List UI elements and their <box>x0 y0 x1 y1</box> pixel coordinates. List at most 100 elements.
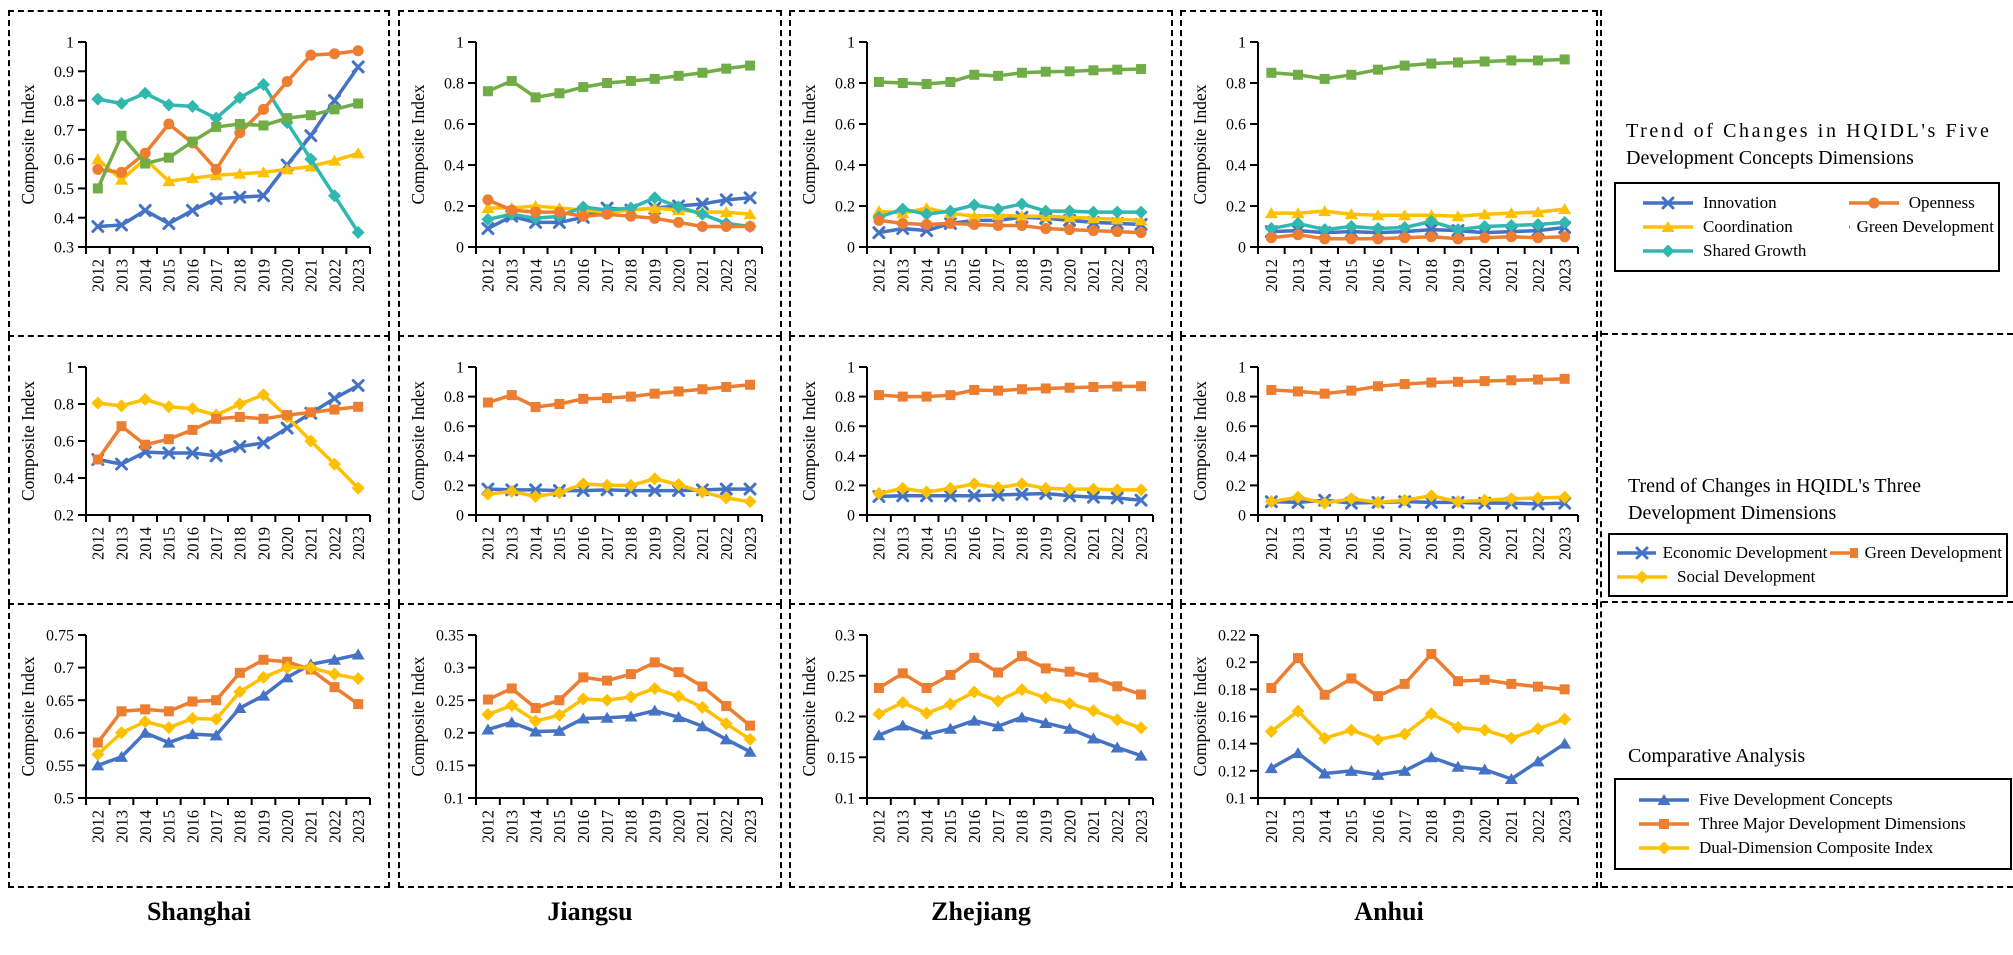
y-tick-label: 0 <box>456 240 464 257</box>
y-tick-label: 0.14 <box>1218 736 1246 753</box>
series-line <box>486 383 752 409</box>
x-tick-label: 2020 <box>669 527 688 560</box>
y-tick-label: 0.2 <box>1226 655 1246 672</box>
legend-item-innovation: Innovation <box>1620 191 1826 215</box>
x-tick-label: 2015 <box>550 810 569 843</box>
y-tick-label: 0.5 <box>54 791 74 808</box>
y-tick-label: 0 <box>847 240 855 257</box>
y-axis-title: Composite Index <box>799 381 819 501</box>
x-tick-label: 2013 <box>112 810 131 843</box>
x-tick-label: 2021 <box>302 259 321 292</box>
chart-svg-r2c3: 0 0.2 0.4 0.6 0.8 1 2012 2013 2014 2015 2016 2017 20… <box>799 360 1154 560</box>
legend-title-five-concepts: Trend of Changes in HQIDL's Five Develop… <box>1626 118 2013 172</box>
x-tick-label: 2018 <box>622 527 641 560</box>
x-tick-label: 2015 <box>941 259 960 292</box>
y-axis-title: Composite Index <box>408 381 428 501</box>
y-tick-label: 0.16 <box>1218 709 1246 726</box>
x-tick-label: 2016 <box>574 810 593 843</box>
y-tick-label: 0.22 <box>1218 628 1246 645</box>
y-tick-label: 1 <box>456 35 464 52</box>
x-tick-label: 2016 <box>965 527 984 560</box>
chart-svg-r3c4: 0.1 0.12 0.14 0.16 0.18 0.2 0.22 2012 2013 2014 20… <box>1190 628 1579 843</box>
legend-item-openness: Openness <box>1826 191 1994 215</box>
x-tick-label: 2012 <box>89 810 108 843</box>
chart-five-concepts-shanghai: 0.3 0.4 0.5 0.6 0.7 0.8 0.9 1 2012 2013 2014 2015 20… <box>8 10 390 337</box>
series-line <box>1269 207 1567 218</box>
chart-comparative-zhejiang: 0.1 0.15 0.2 0.25 0.3 2012 2013 2014 2015 2016 201… <box>789 603 1173 888</box>
y-tick-label: 0.6 <box>444 117 464 134</box>
x-tick-label: 2020 <box>278 259 297 292</box>
x-tick-label: 2013 <box>1289 527 1308 560</box>
x-tick-label: 2016 <box>1369 259 1388 292</box>
x-tick-label: 2022 <box>1108 259 1127 292</box>
x-tick-label: 2018 <box>622 810 641 843</box>
x-tick-label: 2016 <box>183 527 202 560</box>
y-tick-label: 0.3 <box>54 240 74 257</box>
y-tick-label: 1 <box>66 360 74 377</box>
x-tick-label: 2019 <box>1449 259 1468 292</box>
y-tick-label: 0.35 <box>436 628 464 645</box>
y-tick-label: 0.2 <box>444 725 464 742</box>
x-tick-label: 2020 <box>1060 810 1079 843</box>
x-tick-label: 2016 <box>965 259 984 292</box>
x-tick-label: 2013 <box>894 259 913 292</box>
x-tick-label: 2014 <box>1315 810 1334 843</box>
x-tick-label: 2023 <box>741 810 760 843</box>
x-tick-label: 2021 <box>1502 259 1521 292</box>
x-tick-label: 2018 <box>1422 259 1441 292</box>
y-tick-label: 0.4 <box>54 471 74 488</box>
x-tick-label: 2018 <box>1013 810 1032 843</box>
x-tick-label: 2014 <box>526 259 545 292</box>
y-tick-label: 0.8 <box>444 76 464 93</box>
chart-three-dimensions-anhui: 0 0.2 0.4 0.6 0.8 1 2012 2013 2014 2015 2016 2017 20… <box>1180 335 1598 605</box>
y-tick-label: 0.2 <box>835 709 855 726</box>
x-tick-label: 2012 <box>1262 527 1281 560</box>
chart-svg-r2c4: 0 0.2 0.4 0.6 0.8 1 2012 2013 2014 2015 2016 2017 20… <box>1190 360 1579 560</box>
chart-comparative-shanghai: 0.5 0.55 0.6 0.65 0.7 0.75 2012 2013 2014 2015 201… <box>8 603 390 888</box>
x-tick-label: 2015 <box>1342 527 1361 560</box>
series-line <box>1269 232 1567 241</box>
y-tick-label: 0.4 <box>1226 448 1246 465</box>
y-tick-label: 1 <box>847 360 855 377</box>
legend-item-dual-dimension-composite-index: Dual-Dimension Composite Index <box>1622 836 2004 860</box>
y-tick-label: 0.18 <box>1218 682 1246 699</box>
legend-title-line: Development Concepts Dimensions <box>1626 147 1914 169</box>
x-tick-label: 2020 <box>1475 527 1494 560</box>
x-tick-label: 2015 <box>941 810 960 843</box>
y-tick-label: 0.4 <box>444 448 464 465</box>
y-tick-label: 0.8 <box>444 389 464 406</box>
x-tick-label: 2012 <box>870 527 889 560</box>
x-tick-label: 2020 <box>1475 810 1494 843</box>
legend-title-line: Trend of Changes in HQIDL's Five <box>1626 120 1992 142</box>
legend-item-green-development: Green Development <box>1826 215 1994 239</box>
openness-swatch-icon <box>1848 197 1899 209</box>
x-tick-label: 2013 <box>1289 259 1308 292</box>
y-tick-label: 0.2 <box>444 478 464 495</box>
legend-item-label: Dual-Dimension Composite Index <box>1699 838 1934 857</box>
x-tick-label: 2020 <box>1060 527 1079 560</box>
y-tick-label: 0.65 <box>46 693 74 710</box>
x-tick-label: 2021 <box>693 259 712 292</box>
y-tick-label: 0.4 <box>835 158 855 175</box>
x-tick-label: 2013 <box>503 810 522 843</box>
legend-item-label: Coordination <box>1703 217 1793 236</box>
y-tick-label: 1 <box>456 360 464 377</box>
series-line <box>486 487 752 493</box>
legend-item-label: Green Development <box>1856 217 1994 236</box>
x-tick-label: 2019 <box>1037 259 1056 292</box>
y-tick-label: 0.4 <box>444 158 464 175</box>
x-tick-label: 2012 <box>479 527 498 560</box>
x-tick-label: 2016 <box>1369 810 1388 843</box>
x-tick-label: 2013 <box>112 527 131 560</box>
y-tick-label: 0 <box>847 508 855 525</box>
series-line <box>96 383 360 466</box>
y-tick-label: 0.8 <box>54 397 74 414</box>
x-tick-label: 2022 <box>325 527 344 560</box>
x-tick-label: 2019 <box>1449 810 1468 843</box>
legend-title-line: Comparative Analysis <box>1628 745 1806 767</box>
dual-dimension-composite-index-swatch-icon <box>1639 841 1689 855</box>
x-tick-label: 2022 <box>717 810 736 843</box>
y-tick-label: 1 <box>1238 35 1246 52</box>
y-tick-label: 0.5 <box>54 181 74 198</box>
